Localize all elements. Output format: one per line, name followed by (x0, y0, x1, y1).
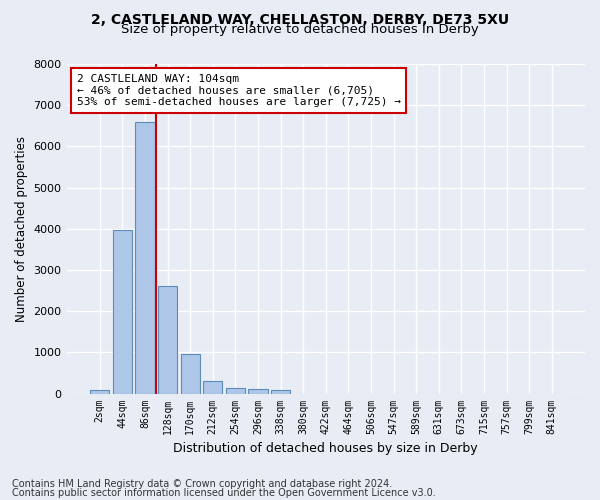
Bar (158, 286, 177, 394)
Bar (113, 230, 132, 394)
Bar (203, 381, 223, 394)
Bar (226, 388, 245, 394)
Y-axis label: Number of detached properties: Number of detached properties (15, 136, 28, 322)
Text: Contains public sector information licensed under the Open Government Licence v3: Contains public sector information licen… (12, 488, 436, 498)
X-axis label: Distribution of detached houses by size in Derby: Distribution of detached houses by size … (173, 442, 478, 455)
Bar (271, 390, 290, 394)
Bar (181, 354, 200, 394)
Bar (136, 122, 155, 394)
Text: 2, CASTLELAND WAY, CHELLASTON, DERBY, DE73 5XU: 2, CASTLELAND WAY, CHELLASTON, DERBY, DE… (91, 12, 509, 26)
Text: 2 CASTLELAND WAY: 104sqm
← 46% of detached houses are smaller (6,705)
53% of sem: 2 CASTLELAND WAY: 104sqm ← 46% of detach… (77, 74, 401, 107)
Bar (248, 389, 268, 394)
Text: Contains HM Land Registry data © Crown copyright and database right 2024.: Contains HM Land Registry data © Crown c… (12, 479, 392, 489)
Bar (90, 390, 109, 394)
Text: Size of property relative to detached houses in Derby: Size of property relative to detached ho… (121, 22, 479, 36)
